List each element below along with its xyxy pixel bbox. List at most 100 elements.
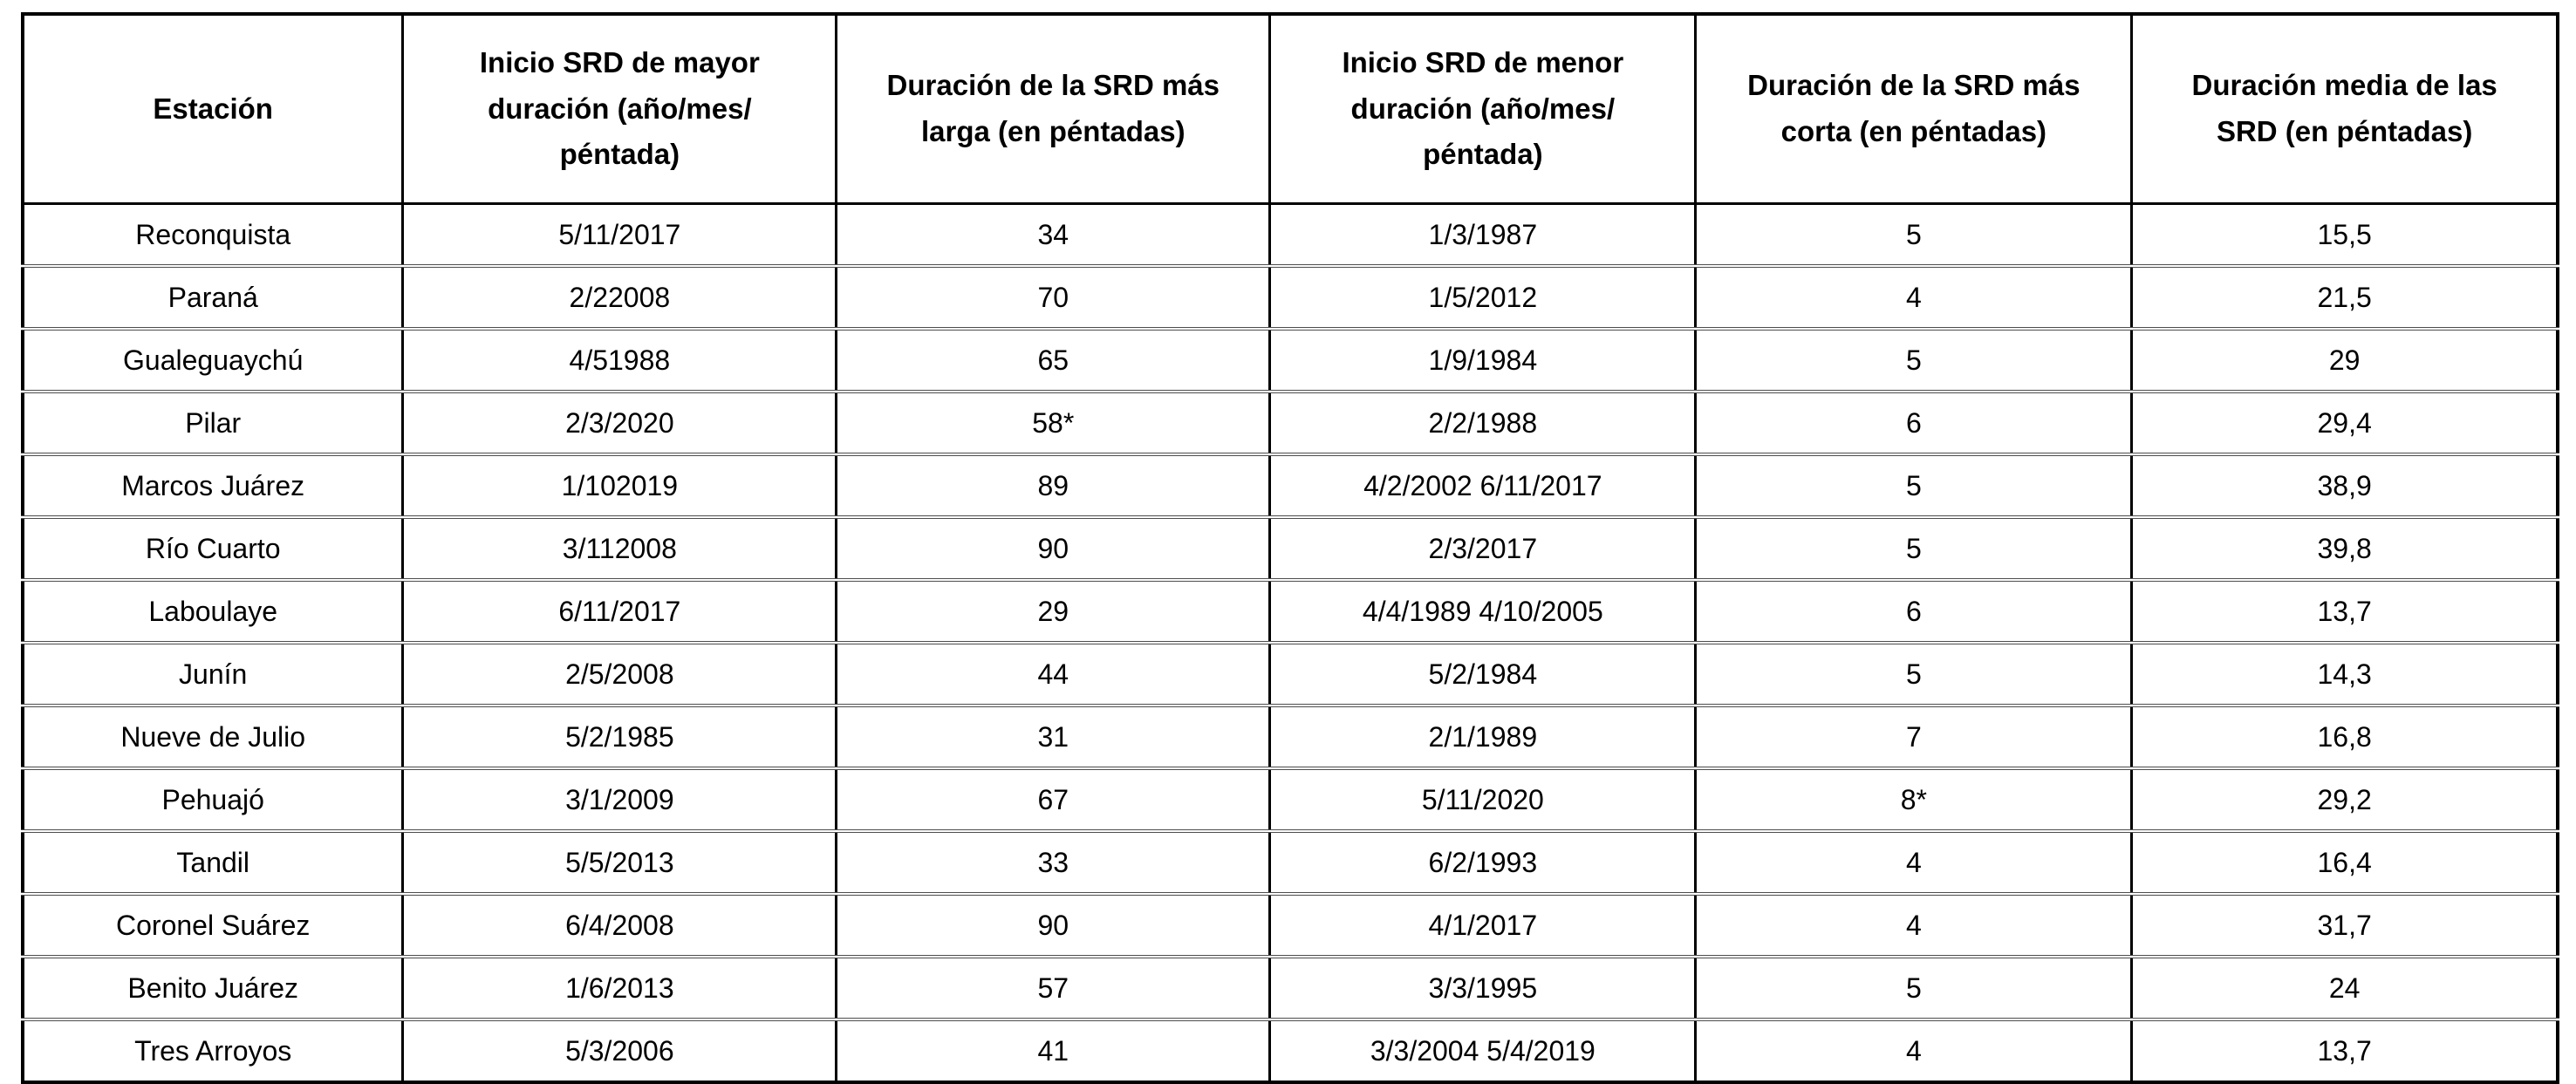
station-name-cell: Reconquista [21, 202, 403, 266]
table-row: Reconquista 5/11/2017 34 1/3/1987 5 15,5 [21, 202, 2558, 266]
table-cell: 57 [835, 955, 1270, 1019]
table-row: Paraná 2/22008 70 1/5/2012 4 21,5 [21, 264, 2558, 329]
table-cell: 29,4 [2130, 390, 2558, 454]
table-row: Laboulaye 6/11/2017 29 4/4/1989 4/10/2005 6 1… [21, 578, 2558, 643]
table-cell: 3/1/2009 [401, 767, 837, 831]
table-cell: 4 [1694, 264, 2132, 329]
table-row: Marcos Juárez 1/102019 89 4/2/2002 6/11/201… [21, 453, 2558, 517]
table-cell: 16,4 [2130, 829, 2558, 894]
table-cell: 6 [1694, 390, 2132, 454]
station-name-cell: Pilar [21, 390, 403, 454]
table-cell: 5 [1694, 515, 2132, 580]
table-row: Benito Juárez 1/6/2013 57 3/3/1995 5 24 [21, 955, 2558, 1019]
table-cell: 39,8 [2130, 515, 2558, 580]
table-cell: 6/11/2017 [401, 578, 837, 643]
table-cell: 5 [1694, 955, 2132, 1019]
table-cell: 4 [1694, 829, 2132, 894]
table-header: Estación Inicio SRD de mayor duración (a… [21, 14, 2558, 205]
table-cell: 70 [835, 264, 1270, 329]
table-cell: 67 [835, 767, 1270, 831]
table-cell: 7 [1694, 704, 2132, 768]
table-cell: 8* [1694, 767, 2132, 831]
header-row: Estación Inicio SRD de mayor duración (a… [21, 14, 2558, 205]
table-cell: 1/5/2012 [1268, 264, 1696, 329]
station-name-cell: Gualeguaychú [21, 327, 403, 392]
table-cell: 16,8 [2130, 704, 2558, 768]
station-name-cell: Junín [21, 641, 403, 706]
table-cell: 65 [835, 327, 1270, 392]
table-row: Junín 2/5/2008 44 5/2/1984 5 14,3 [21, 641, 2558, 706]
table-cell: 29,2 [2130, 767, 2558, 831]
table-cell: 14,3 [2130, 641, 2558, 706]
station-name-cell: Coronel Suárez [21, 892, 403, 957]
table-cell: 5/3/2006 [401, 1018, 837, 1082]
table-cell: 5 [1694, 202, 2132, 266]
page: Estación Inicio SRD de mayor duración (a… [21, 12, 2559, 1084]
header-inicio-srd-mayor-duracion: Inicio SRD de mayor duración (año/mes/ p… [401, 14, 837, 205]
table-cell: 2/3/2020 [401, 390, 837, 454]
station-name-cell: Paraná [21, 264, 403, 329]
station-name-cell: Laboulaye [21, 578, 403, 643]
table-cell: 2/3/2017 [1268, 515, 1696, 580]
table-row: Pilar 2/3/2020 58* 2/2/1988 6 29,4 [21, 390, 2558, 454]
station-name-cell: Benito Juárez [21, 955, 403, 1019]
header-duracion-srd-mas-corta: Duración de la SRD más corta (en péntada… [1694, 14, 2132, 205]
header-duracion-media-srd: Duración media de las SRD (en péntadas) [2130, 14, 2558, 205]
table-cell: 90 [835, 515, 1270, 580]
table-cell: 3/112008 [401, 515, 837, 580]
table-cell: 31,7 [2130, 892, 2558, 957]
table-cell: 1/102019 [401, 453, 837, 517]
table-row: Gualeguaychú 4/51988 65 1/9/1984 5 29 [21, 327, 2558, 392]
table-cell: 4/1/2017 [1268, 892, 1696, 957]
table-cell: 33 [835, 829, 1270, 894]
table-cell: 2/5/2008 [401, 641, 837, 706]
table-row: Coronel Suárez 6/4/2008 90 4/1/2017 4 31,7 [21, 892, 2558, 957]
header-duracion-srd-mas-larga: Duración de la SRD más larga (en péntada… [835, 14, 1270, 205]
table-cell: 24 [2130, 955, 2558, 1019]
table-cell: 29 [2130, 327, 2558, 392]
table-cell: 41 [835, 1018, 1270, 1082]
table-cell: 5/11/2020 [1268, 767, 1696, 831]
table-cell: 4/51988 [401, 327, 837, 392]
table-cell: 2/22008 [401, 264, 837, 329]
table-cell: 38,9 [2130, 453, 2558, 517]
table-cell: 5/11/2017 [401, 202, 837, 266]
table-cell: 5/2/1984 [1268, 641, 1696, 706]
table-row: Río Cuarto 3/112008 90 2/3/2017 5 39,8 [21, 515, 2558, 580]
table-cell: 6/2/1993 [1268, 829, 1696, 894]
table-cell: 21,5 [2130, 264, 2558, 329]
table-cell: 58* [835, 390, 1270, 454]
table-cell: 1/9/1984 [1268, 327, 1696, 392]
table-row: Tandil 5/5/2013 33 6/2/1993 4 16,4 [21, 829, 2558, 894]
table-cell: 13,7 [2130, 1018, 2558, 1082]
table-cell: 34 [835, 202, 1270, 266]
table-cell: 13,7 [2130, 578, 2558, 643]
table-cell: 4/4/1989 4/10/2005 [1268, 578, 1696, 643]
table-cell: 15,5 [2130, 202, 2558, 266]
table-cell: 5 [1694, 641, 2132, 706]
table-cell: 3/3/2004 5/4/2019 [1268, 1018, 1696, 1082]
table-cell: 90 [835, 892, 1270, 957]
table-cell: 44 [835, 641, 1270, 706]
table-cell: 4 [1694, 892, 2132, 957]
station-name-cell: Tres Arroyos [21, 1018, 403, 1082]
table-cell: 1/3/1987 [1268, 202, 1696, 266]
table-row: Pehuajó 3/1/2009 67 5/11/2020 8* 29,2 [21, 767, 2558, 831]
station-name-cell: Pehuajó [21, 767, 403, 831]
table-cell: 29 [835, 578, 1270, 643]
table-row: Nueve de Julio 5/2/1985 31 2/1/1989 7 16,8 [21, 704, 2558, 768]
table-cell: 5 [1694, 327, 2132, 392]
station-name-cell: Tandil [21, 829, 403, 894]
srd-stations-table: Estación Inicio SRD de mayor duración (a… [21, 12, 2559, 1084]
station-name-cell: Marcos Juárez [21, 453, 403, 517]
table-cell: 1/6/2013 [401, 955, 837, 1019]
table-body: Reconquista 5/11/2017 34 1/3/1987 5 15,5 Paran… [21, 202, 2558, 1082]
table-row: Tres Arroyos 5/3/2006 41 3/3/2004 5/4/2019 4… [21, 1018, 2558, 1082]
table-cell: 2/2/1988 [1268, 390, 1696, 454]
table-cell: 3/3/1995 [1268, 955, 1696, 1019]
header-estacion: Estación [21, 14, 403, 205]
table-cell: 2/1/1989 [1268, 704, 1696, 768]
station-name-cell: Nueve de Julio [21, 704, 403, 768]
header-inicio-srd-menor-duracion: Inicio SRD de menor duración (año/mes/ p… [1268, 14, 1696, 205]
table-cell: 31 [835, 704, 1270, 768]
